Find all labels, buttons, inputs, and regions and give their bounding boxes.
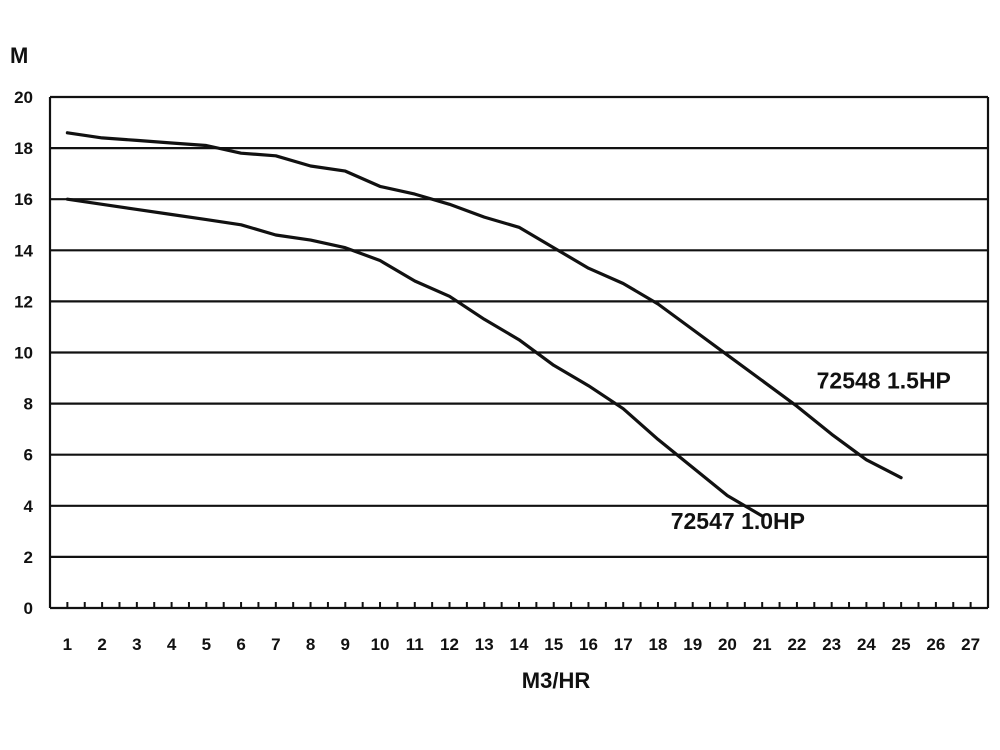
- y-tick-label-6: 6: [24, 446, 33, 465]
- x-tick-label-10: 10: [371, 635, 390, 654]
- x-tick-label-3: 3: [132, 635, 141, 654]
- series-lines: [65, 131, 903, 518]
- x-tick-label-6: 6: [236, 635, 245, 654]
- y-tick-label-20: 20: [14, 88, 33, 107]
- x-tick-label-20: 20: [718, 635, 737, 654]
- y-tick-label-12: 12: [14, 292, 33, 311]
- x-tick-label-16: 16: [579, 635, 598, 654]
- x-tick-label-8: 8: [306, 635, 315, 654]
- x-tick-labels: 1 2 3 4 5 6 7 8 9 10 11 12 13 14 15 16 17 18 19 20 21 22 23 24 2…: [63, 635, 980, 654]
- x-axis-title: M3/HR: [522, 668, 591, 693]
- x-tick-label-22: 22: [787, 635, 806, 654]
- x-tick-label-2: 2: [97, 635, 106, 654]
- y-tick-label-8: 8: [24, 395, 33, 414]
- y-tick-label-2: 2: [24, 548, 33, 567]
- series-annotations: 72548 1.5HP 72547 1.0HP: [671, 367, 951, 534]
- y-tick-label-10: 10: [14, 344, 33, 363]
- x-tick-label-27: 27: [961, 635, 980, 654]
- x-tick-label-25: 25: [892, 635, 911, 654]
- x-tick-label-11: 11: [406, 635, 424, 654]
- y-tick-label-16: 16: [14, 190, 33, 209]
- x-tick-label-17: 17: [614, 635, 633, 654]
- y-tick-label-18: 18: [14, 139, 33, 158]
- series-line-0: [65, 131, 903, 480]
- series-annotation-1: 72547 1.0HP: [671, 508, 805, 534]
- y-tick-label-4: 4: [24, 497, 34, 516]
- x-tick-label-19: 19: [683, 635, 702, 654]
- x-tick-label-21: 21: [753, 635, 772, 654]
- x-tick-label-1: 1: [63, 635, 72, 654]
- x-tick-label-24: 24: [857, 635, 876, 654]
- x-tick-label-12: 12: [440, 635, 459, 654]
- x-tick-label-14: 14: [510, 635, 529, 654]
- y-tick-labels: 0 2 4 6 8 10 12 14 16 18 20: [14, 88, 33, 618]
- x-tick-label-4: 4: [167, 635, 177, 654]
- y-tick-label-14: 14: [14, 241, 33, 260]
- x-tick-label-26: 26: [926, 635, 945, 654]
- y-tick-label-0: 0: [24, 599, 33, 618]
- x-tick-label-13: 13: [475, 635, 494, 654]
- x-tick-label-23: 23: [822, 635, 841, 654]
- grid-lines: [50, 95, 988, 610]
- x-tick-label-7: 7: [271, 635, 280, 654]
- y-axis-title: M: [10, 43, 28, 68]
- x-tick-label-9: 9: [341, 635, 350, 654]
- series-annotation-0: 72548 1.5HP: [817, 367, 951, 393]
- series-line-1: [65, 197, 764, 518]
- plot-frame: [48, 97, 990, 608]
- x-tick-label-18: 18: [649, 635, 668, 654]
- x-tick-label-5: 5: [202, 635, 211, 654]
- x-tick-label-15: 15: [544, 635, 563, 654]
